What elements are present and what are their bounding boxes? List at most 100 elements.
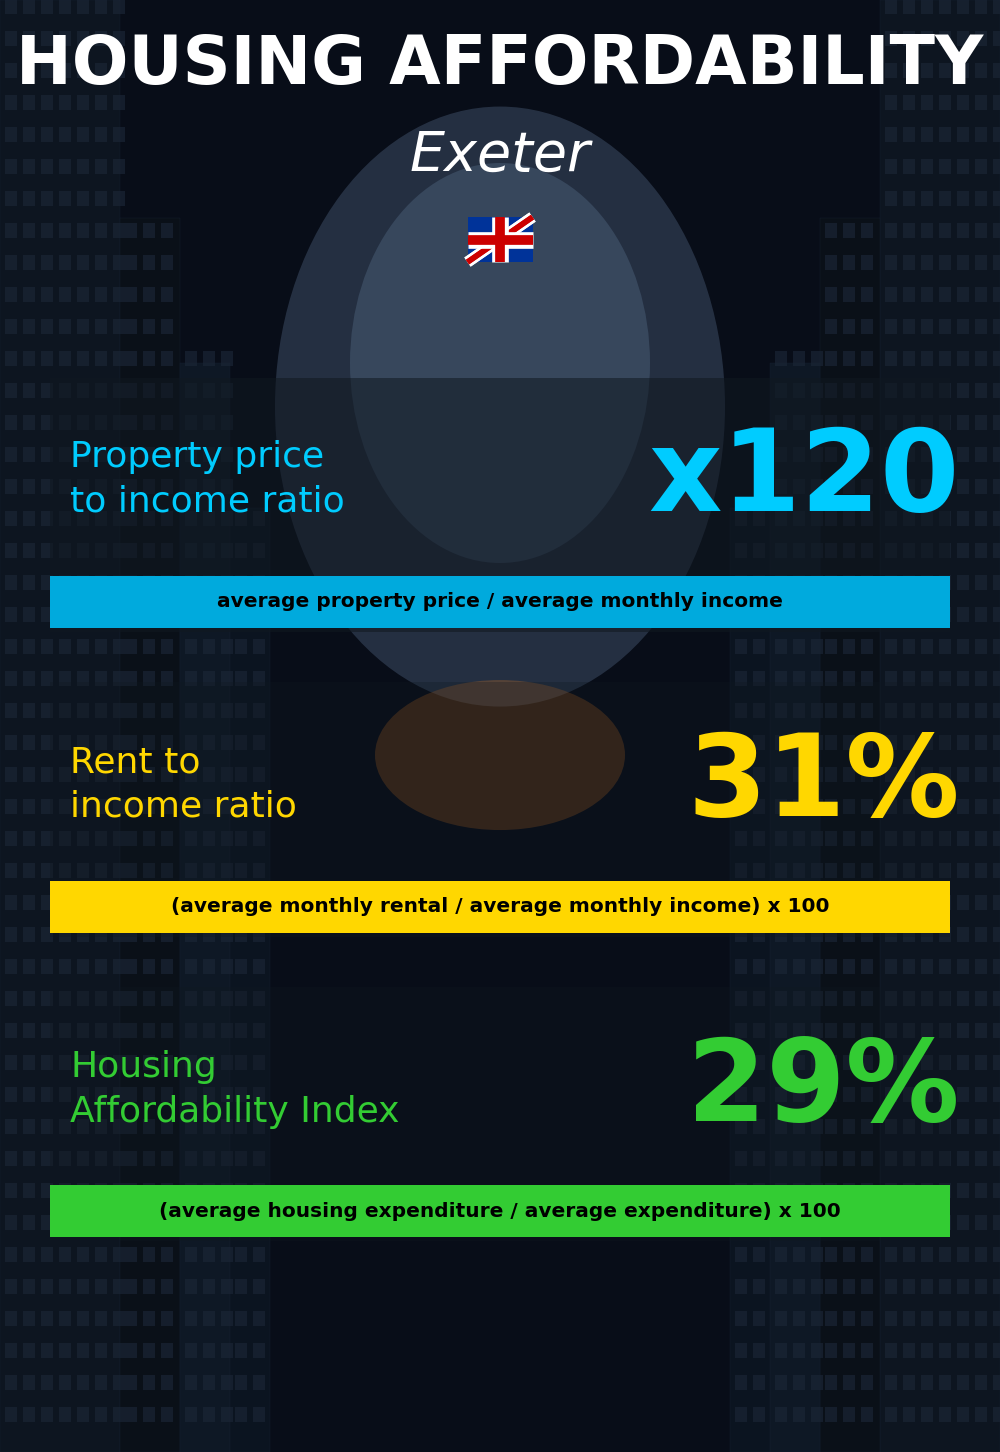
Bar <box>41 639 53 653</box>
Bar <box>735 1215 747 1230</box>
Bar <box>143 447 155 462</box>
Bar <box>903 1343 915 1358</box>
Bar <box>939 958 951 974</box>
Bar <box>861 831 873 847</box>
Bar <box>5 958 17 974</box>
Bar <box>113 1311 125 1326</box>
Bar <box>95 351 107 366</box>
Bar <box>41 1247 53 1262</box>
Bar <box>939 319 951 334</box>
Bar <box>41 1056 53 1070</box>
Bar <box>775 703 787 717</box>
Bar <box>235 1119 247 1134</box>
Bar <box>957 94 969 110</box>
Bar <box>113 94 125 110</box>
Bar <box>113 383 125 398</box>
Bar <box>843 224 855 238</box>
Bar <box>253 607 265 621</box>
Bar <box>23 287 35 302</box>
Ellipse shape <box>350 163 650 563</box>
Bar <box>957 767 969 783</box>
Bar <box>753 1119 765 1134</box>
Bar <box>161 447 173 462</box>
Bar <box>77 767 89 783</box>
Bar <box>23 992 35 1006</box>
Bar <box>77 511 89 526</box>
Bar <box>861 894 873 910</box>
Bar <box>253 1311 265 1326</box>
Bar <box>143 703 155 717</box>
Bar <box>957 1024 969 1038</box>
Text: x120: x120 <box>649 424 960 536</box>
Bar <box>113 224 125 238</box>
Bar <box>180 363 230 1452</box>
Bar <box>221 479 233 494</box>
Bar <box>843 703 855 717</box>
Bar <box>59 224 71 238</box>
Bar <box>41 479 53 494</box>
Bar <box>5 192 17 206</box>
Bar <box>993 639 1000 653</box>
Bar <box>113 607 125 621</box>
Bar <box>185 703 197 717</box>
Bar <box>23 926 35 942</box>
Bar <box>793 575 805 590</box>
Bar <box>939 479 951 494</box>
Bar <box>861 1088 873 1102</box>
Bar <box>921 30 933 46</box>
Bar <box>939 447 951 462</box>
Bar <box>41 319 53 334</box>
Bar <box>885 62 897 78</box>
Bar <box>975 1119 987 1134</box>
Bar <box>921 1151 933 1166</box>
Bar <box>957 575 969 590</box>
Bar <box>903 543 915 558</box>
Bar <box>77 1056 89 1070</box>
Bar <box>5 1056 17 1070</box>
Bar <box>775 479 787 494</box>
Bar <box>903 447 915 462</box>
Bar <box>113 511 125 526</box>
Bar <box>861 735 873 751</box>
Bar <box>735 799 747 815</box>
Bar <box>253 1375 265 1390</box>
Bar <box>975 224 987 238</box>
Bar <box>921 126 933 142</box>
Bar <box>885 1375 897 1390</box>
Bar <box>993 126 1000 142</box>
Bar <box>921 1247 933 1262</box>
Bar <box>993 543 1000 558</box>
Bar <box>939 1183 951 1198</box>
Bar <box>903 1279 915 1294</box>
Bar <box>5 1407 17 1422</box>
Bar <box>235 1311 247 1326</box>
Bar <box>161 992 173 1006</box>
Bar <box>41 256 53 270</box>
Bar <box>811 1375 823 1390</box>
Bar <box>41 735 53 751</box>
Bar <box>185 575 197 590</box>
Bar <box>975 30 987 46</box>
Bar <box>41 1024 53 1038</box>
Bar <box>775 1119 787 1134</box>
Bar <box>957 703 969 717</box>
Bar <box>113 894 125 910</box>
Bar <box>23 1119 35 1134</box>
Bar <box>975 383 987 398</box>
Bar <box>793 415 805 430</box>
Bar <box>125 703 137 717</box>
Bar <box>41 224 53 238</box>
Bar <box>993 862 1000 878</box>
Bar <box>975 351 987 366</box>
Bar <box>825 319 837 334</box>
Bar <box>203 831 215 847</box>
Bar <box>885 671 897 685</box>
Bar <box>113 926 125 942</box>
Bar <box>885 767 897 783</box>
Bar <box>903 767 915 783</box>
Bar <box>903 192 915 206</box>
Bar <box>113 958 125 974</box>
Bar <box>23 1215 35 1230</box>
Bar <box>221 1119 233 1134</box>
Bar <box>143 1247 155 1262</box>
